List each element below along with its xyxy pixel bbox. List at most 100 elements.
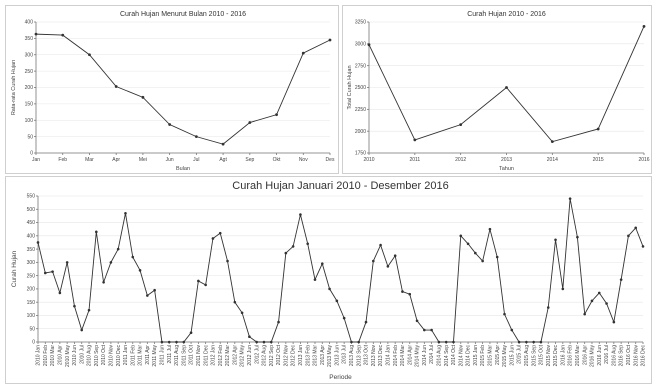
data-point <box>116 247 120 251</box>
x-tick-label: 2012 Sep <box>269 345 275 367</box>
data-point <box>306 242 309 246</box>
x-tick-label: 2012 Jun <box>247 345 253 366</box>
data-point <box>342 316 346 320</box>
data-point <box>262 340 266 344</box>
data-point <box>34 32 38 36</box>
data-point <box>211 237 215 240</box>
data-point <box>568 197 572 200</box>
x-tick-label: 2014 May <box>415 345 421 367</box>
x-tick-label: 2013 Jun <box>334 345 340 366</box>
data-point <box>641 245 645 248</box>
data-point <box>619 278 623 281</box>
x-tick-label: 2014 Nov <box>458 345 464 367</box>
series-line <box>37 198 644 343</box>
x-tick-label: 2014 Feb <box>393 345 399 366</box>
data-point <box>255 340 258 344</box>
x-tick-label: 2011 Oct <box>189 344 195 365</box>
data-point <box>131 255 135 259</box>
data-point <box>505 86 508 89</box>
x-tick-label: 2016 May <box>590 345 596 367</box>
x-tick-label: 2013 Jan <box>298 345 304 366</box>
x-tick-label: 2011 Aug <box>174 345 180 366</box>
monthly-series-chart: Curah Hujan Januari 2010 - Desember 2016… <box>5 176 652 384</box>
x-tick-label: 2015 <box>593 157 604 163</box>
data-point <box>299 213 302 216</box>
x-tick-label: 2012 Jul <box>254 345 260 364</box>
y-tick-label: 300 <box>27 260 36 266</box>
x-tick-label: 2012 <box>455 157 466 163</box>
data-point <box>109 261 113 264</box>
data-point <box>401 290 404 293</box>
y-tick-label: 50 <box>29 326 35 332</box>
data-point <box>393 254 397 258</box>
y-tick-label: 200 <box>27 287 36 293</box>
x-tick-label: 2016 Sep <box>619 345 625 367</box>
data-point <box>65 261 69 264</box>
y-tick-label: 550 <box>27 194 36 200</box>
data-point <box>138 269 142 272</box>
x-tick-label: 2010 Aug <box>87 345 93 366</box>
x-tick-label: 2016 Nov <box>633 345 639 367</box>
y-tick-label: 1750 <box>355 151 366 157</box>
data-point <box>583 312 586 316</box>
x-tick-label: 2012 Jan <box>211 345 217 366</box>
x-tick-label: 2016 Jul <box>604 345 610 364</box>
chart-svg: Curah Hujan 2010 - 2016 1750 2000 2250 2500 2… <box>347 11 650 172</box>
data-point <box>335 299 339 303</box>
x-tick-label: 2010 Jan <box>36 345 42 366</box>
data-point <box>167 340 171 344</box>
x-tick-label: 2015 Jan <box>473 345 479 366</box>
chart-svg: Curah Hujan Januari 2010 - Desember 2016… <box>11 180 647 381</box>
x-tick-label: 2014 Apr <box>407 345 413 365</box>
x-tick-label: 2013 Dec <box>378 345 384 367</box>
x-tick-label: 2015 Sep <box>531 345 537 367</box>
data-point <box>413 138 417 142</box>
data-point <box>275 113 278 117</box>
x-tick-label: 2012 Oct <box>276 344 282 365</box>
data-point <box>517 340 521 344</box>
data-point <box>459 123 463 127</box>
x-tick-label: 2010 May <box>65 345 71 367</box>
data-point <box>408 292 412 296</box>
y-tick-label: 200 <box>25 85 34 91</box>
x-tick-label: Sep <box>245 157 254 163</box>
x-tick-label: 2012 May <box>240 345 246 367</box>
x-tick-label: 2013 Nov <box>371 345 377 367</box>
data-point <box>430 328 433 332</box>
data-point <box>240 311 244 315</box>
x-tick-label: 2010 Mar <box>50 345 56 366</box>
data-point <box>546 306 550 309</box>
x-tick-label: 2015 Aug <box>524 345 530 366</box>
y-axis-label: Curah Hujan <box>11 250 18 287</box>
x-tick-label: 2014 Dec <box>466 345 472 367</box>
data-point <box>226 259 229 263</box>
x-tick-label: Jul <box>193 157 199 163</box>
y-tick-label: 2250 <box>355 107 366 113</box>
x-tick-label: 2016 <box>638 157 649 163</box>
data-point <box>204 283 207 287</box>
data-point <box>114 85 118 88</box>
y-tick-label: 400 <box>27 234 36 240</box>
data-point <box>466 242 470 246</box>
y-tick-label: 450 <box>27 220 36 226</box>
x-tick-label: 2015 Jun <box>509 345 515 366</box>
y-tick-label: 2500 <box>355 85 366 91</box>
y-tick-label: 300 <box>25 52 34 58</box>
data-point <box>168 123 172 126</box>
data-point <box>320 262 324 265</box>
data-point <box>605 302 608 305</box>
data-point <box>160 340 164 344</box>
data-point <box>58 291 62 295</box>
x-axis-label: Tahun <box>499 166 514 172</box>
x-tick-label: 2012 Nov <box>283 345 289 367</box>
data-point <box>233 300 237 304</box>
x-tick-label: 2010 Sep <box>94 345 100 367</box>
x-tick-label: Feb <box>58 157 67 163</box>
x-tick-label: 2014 Jul <box>429 345 435 364</box>
x-tick-label: 2015 Dec <box>553 345 559 367</box>
x-tick-label: 2010 <box>363 157 374 163</box>
data-point <box>386 265 390 268</box>
x-tick-label: 2013 Apr <box>320 345 326 365</box>
x-tick-label: 2013 <box>501 157 512 163</box>
x-tick-label: 2011 Sep <box>181 345 187 366</box>
